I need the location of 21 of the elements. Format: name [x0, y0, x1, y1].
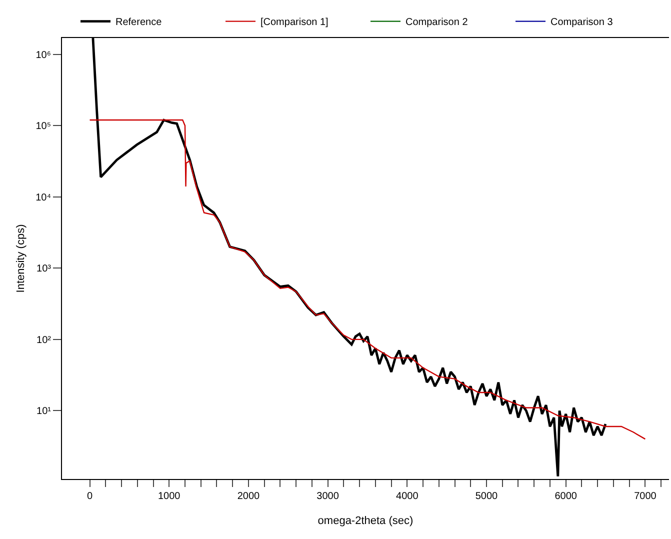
- y-tick-label: 10⁵: [36, 121, 51, 132]
- x-tick-label: 7000: [634, 491, 657, 502]
- x-tick-label: 5000: [475, 491, 498, 502]
- y-axis-title: Intensity (cps): [15, 224, 28, 293]
- y-tick-label: 10²: [36, 334, 52, 346]
- x-tick-label: 1000: [158, 491, 181, 502]
- x-tick-label: 6000: [554, 491, 578, 502]
- legend-label: [Comparison 1]: [260, 17, 329, 28]
- y-tick-label: 10¹: [36, 406, 52, 418]
- y-tick-label: 10⁴: [36, 192, 51, 204]
- x-tick-label: 0: [86, 491, 93, 502]
- y-tick-label: 10³: [36, 264, 52, 275]
- legend-label: Comparison 2: [406, 17, 468, 28]
- y-tick-label: 10⁶: [36, 50, 51, 61]
- legend-label: Comparison 3: [550, 17, 614, 28]
- line-series: [89, 119, 646, 440]
- x-tick-label: 3000: [316, 491, 340, 502]
- x-axis-title: omega-2theta (sec): [318, 515, 414, 528]
- x-tick-label: 2000: [237, 491, 260, 502]
- x-tick-label: 4000: [396, 491, 419, 502]
- legend-label: Reference: [116, 17, 162, 28]
